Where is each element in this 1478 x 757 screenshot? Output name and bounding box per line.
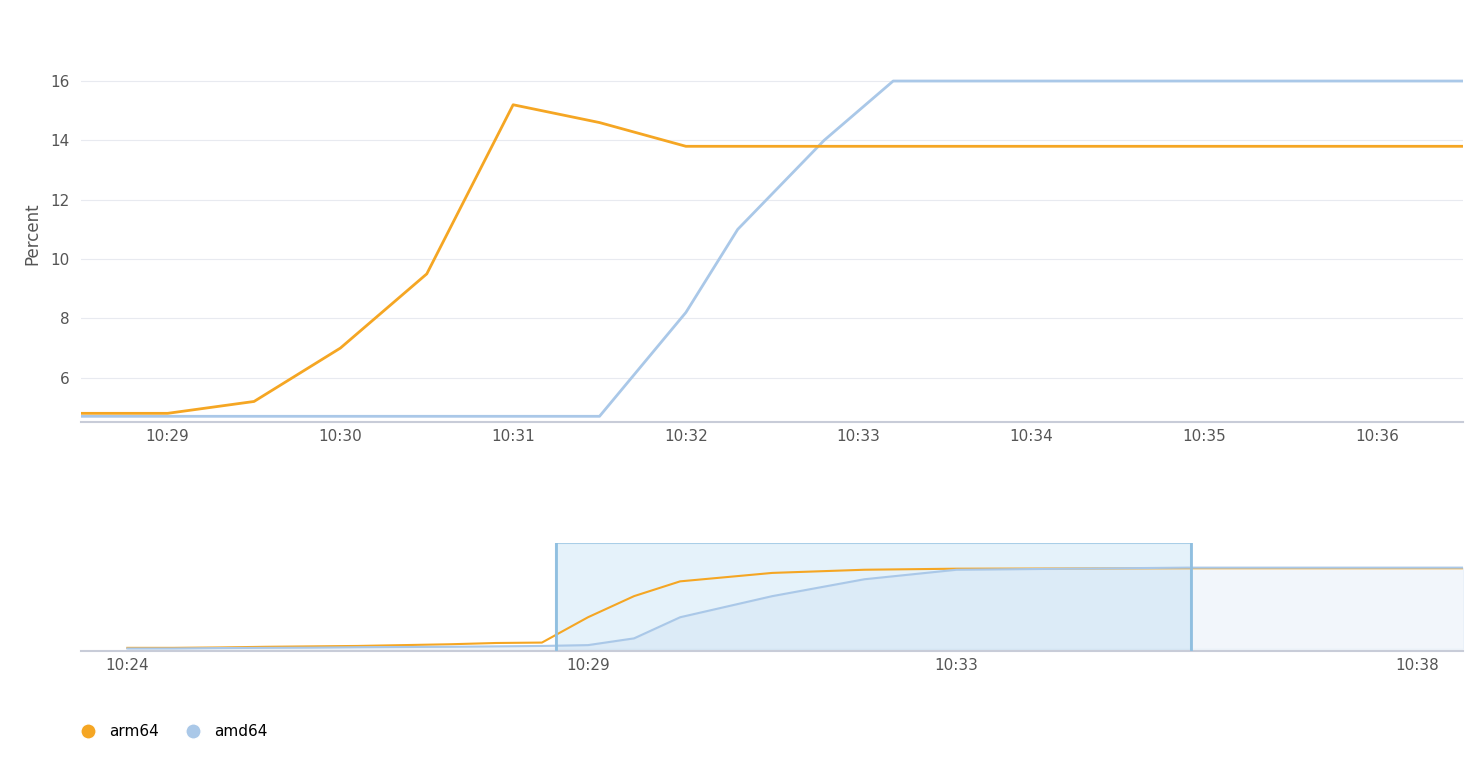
Legend: arm64, amd64: arm64, amd64 (67, 718, 273, 746)
Y-axis label: Percent: Percent (24, 203, 41, 265)
Bar (556, 544, 1191, 651)
